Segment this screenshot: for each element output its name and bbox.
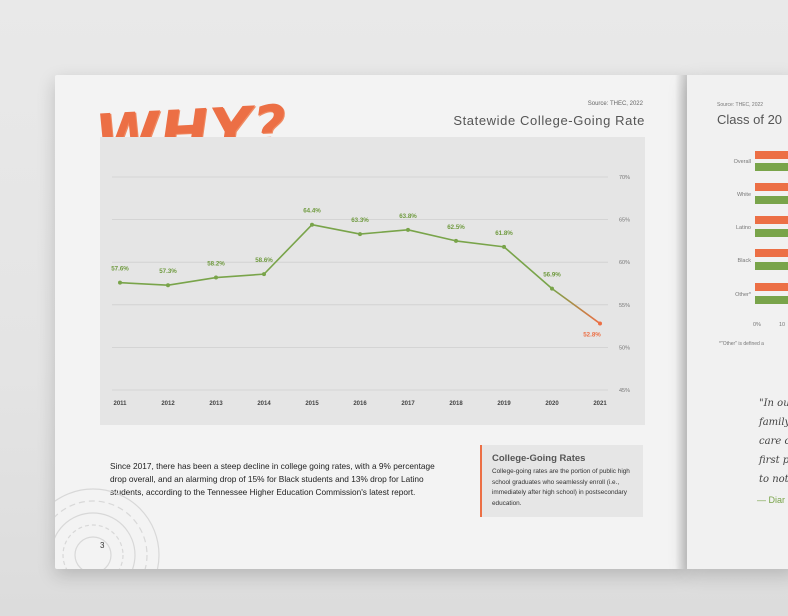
- x-tick-label: 2013: [209, 401, 223, 407]
- quote-attribution: — Diar: [757, 495, 786, 505]
- right-category: White: [736, 192, 751, 198]
- data-label: 52.8%: [583, 332, 601, 339]
- series-line-segment: [215, 273, 265, 279]
- data-label: 57.3%: [159, 268, 177, 275]
- x-tick-label: 2015: [305, 401, 319, 407]
- decorative-rings: [55, 488, 160, 569]
- chart-source: Source: THEC, 2022: [587, 101, 643, 107]
- right-chart-title: Class of 20: [717, 112, 783, 127]
- right-bar-green: [755, 296, 788, 304]
- right-bar-orange: [755, 183, 788, 191]
- series-line-segment: [455, 240, 505, 248]
- right-x-tick: 0%: [753, 322, 761, 328]
- right-bar-orange: [755, 151, 788, 159]
- series-line-segment: [359, 229, 409, 235]
- definition-callout: College-Going Rates College-going rates …: [480, 445, 643, 517]
- y-tick-label: 45%: [619, 388, 630, 394]
- right-bar-orange: [755, 216, 788, 224]
- y-tick-label: 65%: [619, 218, 630, 224]
- right-category: Other*: [735, 292, 751, 298]
- page-number: 3: [100, 541, 105, 550]
- x-tick-label: 2017: [401, 401, 415, 407]
- data-point: [406, 227, 410, 232]
- series-line-segment: [503, 246, 553, 290]
- callout-text: College-going rates are the portion of p…: [492, 468, 630, 507]
- data-label: 58.2%: [207, 261, 225, 268]
- x-tick-label: 2012: [161, 401, 175, 407]
- y-tick-label: 70%: [619, 175, 630, 181]
- right-bar-green: [755, 262, 788, 270]
- data-point: [454, 238, 458, 243]
- y-tick-label: 60%: [619, 260, 630, 266]
- right-page: Source: THEC, 2022 Class of 20 Overall W…: [687, 75, 788, 569]
- quote-line: family,: [759, 417, 788, 428]
- right-footnote: *"Other" is defined a: [719, 341, 764, 347]
- x-tick-label: 2020: [545, 401, 559, 407]
- data-label: 63.3%: [351, 217, 369, 224]
- right-bar-green: [755, 163, 788, 171]
- series-line-segment: [119, 281, 169, 287]
- quote-line: care of: [759, 436, 788, 447]
- data-point: [262, 272, 266, 277]
- data-point: [358, 232, 362, 237]
- series-line-segment: [407, 229, 457, 242]
- chart-panel: 70% 65% 60% 55% 50% 45% 2011 2012 2013 2014 2015 20…: [100, 137, 645, 425]
- data-label: 56.9%: [543, 272, 561, 279]
- right-bar-orange: [755, 283, 788, 291]
- data-point: [598, 321, 602, 326]
- right-bar-orange: [755, 249, 788, 257]
- line-chart: 70% 65% 60% 55% 50% 45% 2011 2012 2013 2014 2015 20…: [111, 175, 630, 407]
- x-tick-label: 2021: [593, 401, 607, 407]
- chart-title: Statewide College-Going Rate: [453, 113, 645, 128]
- quote-line: "In our: [759, 398, 788, 409]
- x-tick-label: 2011: [113, 401, 127, 407]
- data-label: 64.4%: [303, 208, 321, 215]
- series-line-segment: [311, 223, 361, 235]
- data-point: [550, 286, 554, 291]
- data-label: 62.5%: [447, 224, 465, 231]
- left-page: WHY? Source: THEC, 2022 Statewide Colleg…: [55, 75, 687, 569]
- data-point: [502, 244, 506, 249]
- right-category: Latino: [736, 225, 751, 231]
- quote-line: to not g: [759, 474, 788, 485]
- series-line-segment: [263, 223, 313, 275]
- x-tick-label: 2014: [257, 401, 271, 407]
- right-category: Overall: [733, 159, 751, 165]
- x-tick-label: 2019: [497, 401, 511, 407]
- right-category: Black: [737, 258, 751, 264]
- body-paragraph: Since 2017, there has been a steep decli…: [110, 461, 435, 497]
- data-label: 61.8%: [495, 230, 513, 237]
- data-label: 58.6%: [255, 257, 273, 264]
- data-label: 63.8%: [399, 213, 417, 220]
- right-x-tick: 10: [779, 322, 786, 328]
- quote-line: first pe: [759, 455, 788, 466]
- series-line-segment: [551, 287, 601, 325]
- callout-title: College-Going Rates: [492, 453, 586, 464]
- right-bar-green: [755, 196, 788, 204]
- data-point: [118, 280, 122, 285]
- data-point: [166, 283, 170, 288]
- x-tick-label: 2018: [449, 401, 463, 407]
- series-line-segment: [167, 276, 217, 287]
- data-point: [310, 222, 314, 227]
- x-tick-label: 2016: [353, 401, 367, 407]
- y-tick-label: 50%: [619, 345, 630, 351]
- right-source: Source: THEC, 2022: [717, 102, 764, 108]
- data-label: 57.6%: [111, 266, 129, 273]
- data-point: [214, 275, 218, 280]
- right-bar-green: [755, 229, 788, 237]
- y-tick-label: 55%: [619, 303, 630, 309]
